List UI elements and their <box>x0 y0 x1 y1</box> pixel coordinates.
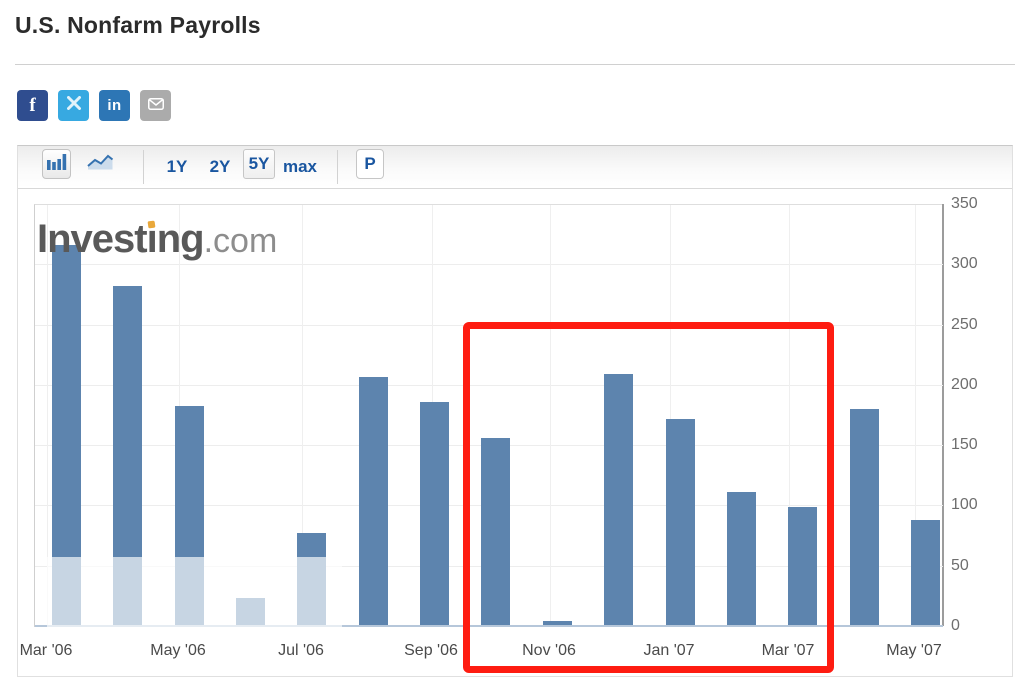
toolbar-divider <box>143 150 144 184</box>
share-linkedin-button[interactable]: in <box>99 90 130 121</box>
area-chart-icon <box>86 152 114 176</box>
chart-bar-Oct '06[interactable] <box>481 438 511 625</box>
y-axis-labels: 0 50 100 150 200 250 300 350 <box>951 195 1011 634</box>
x-axis-labels: Mar '06 May '06 Jul '06 Sep '06 Nov '06 Jan '… <box>20 642 942 666</box>
chart-bar-May '07[interactable] <box>910 520 940 625</box>
watermark-background <box>47 557 342 627</box>
linkedin-icon: in <box>107 97 122 114</box>
x-tick-label: May '06 <box>150 642 206 659</box>
chart-bar-Apr '07[interactable] <box>849 409 879 625</box>
share-facebook-button[interactable]: f <box>17 90 48 121</box>
share-buttons-row: f in <box>17 90 171 121</box>
gridline <box>302 205 303 627</box>
y-tick-label: 100 <box>951 496 978 514</box>
x-tick-label: Sep '06 <box>404 642 458 659</box>
watermark-orange-dot-icon <box>147 220 156 229</box>
gridline <box>35 384 943 386</box>
facebook-icon: f <box>29 94 36 116</box>
toolbar-divider <box>337 150 338 184</box>
chart-bar-Aug '06[interactable] <box>358 376 388 625</box>
y-tick-label: 50 <box>951 556 969 574</box>
email-envelope-icon <box>147 97 164 115</box>
chart-bar-Feb '07[interactable] <box>726 492 756 625</box>
chart-bar-Mar '07[interactable] <box>788 506 818 625</box>
y-axis-line <box>942 204 944 626</box>
gridline <box>550 205 551 627</box>
gridline <box>789 205 790 627</box>
chart-bar-Jan '07[interactable] <box>665 418 695 625</box>
x-tick-label: Mar '07 <box>761 642 815 659</box>
chart-type-bar-button[interactable] <box>42 149 71 179</box>
p-button[interactable]: P <box>356 149 384 179</box>
share-x-twitter-button[interactable] <box>58 90 89 121</box>
gridline <box>670 205 671 627</box>
x-tick-label: Mar '06 <box>19 642 73 659</box>
x-tick-label: May '07 <box>886 642 942 659</box>
y-tick-label: 200 <box>951 375 978 393</box>
x-tick-label: Nov '06 <box>522 642 576 659</box>
gridline <box>35 324 943 326</box>
x-tick-label: Jan '07 <box>643 642 695 659</box>
range-max-button[interactable]: max <box>282 157 318 176</box>
investing-com-watermark: Investı ng.com <box>37 217 278 261</box>
title-divider <box>15 64 1015 65</box>
bar-chart-icon <box>46 153 67 175</box>
plot-area: Investı ng.com <box>34 204 943 627</box>
chart-bar-Nov '06[interactable] <box>542 621 572 625</box>
x-tick-label: Jul '06 <box>278 642 324 659</box>
y-tick-label: 300 <box>951 255 978 273</box>
page-title: U.S. Nonfarm Payrolls <box>15 12 261 38</box>
y-tick-label: 150 <box>951 436 978 454</box>
y-tick-label: 0 <box>951 617 960 634</box>
chart-bar-Sep '06[interactable] <box>420 401 450 625</box>
range-1y-button[interactable]: 1Y <box>166 157 188 176</box>
y-tick-label: 350 <box>951 195 978 212</box>
chart-toolbar: 1Y 2Y 5Y max P <box>18 146 1012 189</box>
gridline <box>35 264 943 266</box>
x-axis-line <box>35 625 943 627</box>
range-5y-button-selected[interactable]: 5Y <box>243 149 275 179</box>
chart-bar-Dec '06[interactable] <box>604 374 634 625</box>
gridline <box>47 205 48 627</box>
x-twitter-icon <box>66 96 81 115</box>
chart-type-area-button[interactable] <box>82 149 118 179</box>
range-2y-button[interactable]: 2Y <box>209 157 231 176</box>
y-tick-label: 250 <box>951 315 978 333</box>
chart-widget: 1Y 2Y 5Y max P Investı ng.com 0 50 100 150 20… <box>17 145 1013 677</box>
gridline <box>915 205 916 627</box>
share-email-button[interactable] <box>140 90 171 121</box>
